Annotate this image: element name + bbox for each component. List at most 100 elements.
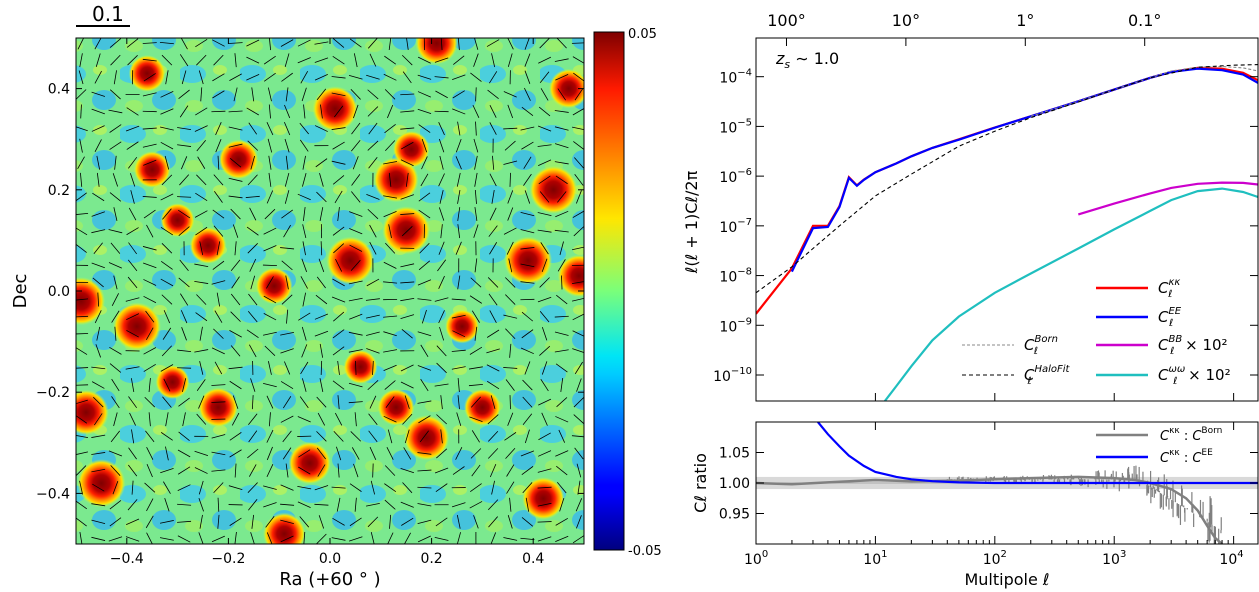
- shear-stick: [537, 486, 552, 489]
- map-x-tick-label: 0.0: [319, 551, 341, 567]
- shear-stick: [129, 412, 136, 426]
- shear-stick: [128, 242, 137, 255]
- shear-stick: [76, 399, 88, 405]
- shear-stick: [95, 344, 101, 358]
- shear-stick: [437, 259, 447, 272]
- shear-stick: [125, 536, 140, 542]
- shear-stick: [282, 447, 292, 460]
- shear-stick: [489, 71, 498, 84]
- shear-stick: [248, 293, 258, 306]
- shear-stick: [126, 227, 139, 236]
- spectrum-frame: [755, 37, 1259, 402]
- shear-stick: [251, 87, 255, 102]
- shear-stick: [417, 331, 432, 337]
- shear-stick: [383, 349, 398, 353]
- shear-stick: [217, 514, 220, 529]
- shear-stick: [229, 449, 242, 458]
- shear-stick: [91, 262, 105, 269]
- shear-stick: [455, 138, 462, 153]
- map-y-tick-label: 0.0: [48, 284, 70, 300]
- shear-stick: [369, 446, 377, 460]
- shear-stick: [228, 366, 243, 370]
- shear-stick: [317, 464, 326, 477]
- shear-stick: [434, 383, 449, 387]
- ratio-y-tick-label: 1.00: [719, 476, 750, 492]
- shear-stick: [160, 141, 174, 150]
- shear-stick: [554, 349, 569, 353]
- shear-stick: [160, 193, 174, 201]
- shear-stick: [434, 297, 449, 302]
- shear-stick: [229, 73, 242, 81]
- shear-stick: [91, 434, 106, 438]
- shear-stick: [333, 243, 345, 254]
- shear-stick: [145, 310, 155, 323]
- shear-stick: [91, 519, 106, 524]
- shear-stick: [349, 244, 363, 252]
- shear-stick: [178, 209, 191, 219]
- shear-stick: [509, 172, 511, 187]
- shear-stick: [109, 38, 122, 48]
- shear-stick: [263, 312, 277, 321]
- shear-stick: [284, 361, 291, 375]
- angular-tick-label: 0.1°: [1128, 11, 1161, 30]
- shear-stick: [266, 395, 274, 409]
- shear-stick: [113, 70, 117, 85]
- shear-stick: [76, 126, 88, 132]
- shear-stick: [332, 278, 345, 287]
- shear-stick: [180, 293, 189, 306]
- shear-stick: [160, 260, 173, 270]
- shear-stick: [554, 315, 569, 318]
- map-peak: [529, 165, 578, 214]
- shear-stick: [194, 263, 209, 268]
- shear-stick: [249, 344, 257, 358]
- shear-stick: [250, 275, 256, 290]
- shear-stick: [505, 328, 516, 340]
- shear-stick: [228, 126, 243, 131]
- shear-stick: [521, 517, 534, 527]
- shear-stick: [91, 536, 106, 541]
- shear-stick: [366, 74, 380, 80]
- shear-stick: [417, 91, 431, 98]
- shear-stick: [350, 431, 362, 442]
- shear-stick: [316, 396, 327, 408]
- shear-stick: [384, 483, 397, 492]
- shear-stick: [417, 56, 431, 64]
- map-peak: [312, 86, 358, 132]
- shear-stick: [267, 138, 273, 153]
- shear-stick: [215, 139, 222, 153]
- shear-stick: [418, 260, 431, 271]
- shear-stick: [94, 70, 102, 84]
- shear-stick: [250, 378, 256, 392]
- shear-stick: [179, 259, 189, 272]
- shear-stick: [419, 242, 430, 254]
- shear-stick: [336, 446, 342, 461]
- shear-stick: [487, 277, 499, 288]
- shear-stick: [302, 207, 306, 222]
- shear-stick: [213, 54, 224, 66]
- shear-stick: [507, 53, 513, 67]
- shear-stick: [451, 502, 466, 508]
- shear-stick: [196, 379, 206, 391]
- shear-stick: [336, 497, 341, 512]
- shear-stick: [556, 397, 568, 408]
- shear-stick: [280, 331, 295, 336]
- shear-stick: [263, 502, 277, 508]
- shear-stick: [262, 331, 277, 336]
- shear-stick: [247, 140, 259, 151]
- shear-stick: [248, 499, 258, 511]
- shear-stick: [457, 121, 461, 136]
- shear-stick: [332, 226, 345, 236]
- shear-stick: [489, 105, 497, 118]
- shear-stick: [524, 361, 531, 375]
- shear-stick: [128, 464, 138, 477]
- shear-stick: [488, 225, 498, 237]
- shear-stick: [349, 211, 363, 217]
- shear-stick: [401, 226, 413, 237]
- shear-stick: [268, 104, 271, 119]
- power-spectrum-panel: 10−10 10−9 10−8 10−7 10−6 10−5 10−4 100° 10° 1° 0…: [682, 11, 1259, 402]
- shear-stick: [385, 242, 396, 254]
- legend-label: Cκκ : CEE: [1160, 448, 1213, 466]
- shear-stick: [280, 415, 294, 423]
- shear-stick: [80, 172, 83, 187]
- shear-stick: [367, 38, 378, 49]
